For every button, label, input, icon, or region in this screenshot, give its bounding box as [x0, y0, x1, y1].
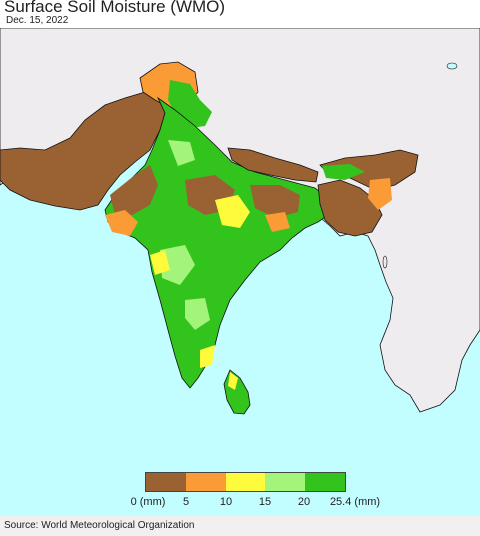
- patch-east-2: [265, 212, 290, 232]
- legend-tick-3: 15: [258, 496, 272, 508]
- patch-south: [185, 298, 210, 330]
- legend-tick-2: 10: [219, 496, 233, 508]
- soil-moisture-map: [0, 28, 480, 516]
- region-bangladesh: [317, 179, 383, 237]
- legend-swatch-1: [185, 473, 226, 491]
- patch-rajasthan: [110, 165, 158, 215]
- island-lake: [446, 62, 458, 70]
- legend-swatch-2: [225, 473, 266, 491]
- patch-east: [250, 185, 300, 218]
- legend-tick-0: 0 (mm): [130, 496, 166, 508]
- map-title: Surface Soil Moisture (WMO): [4, 0, 226, 16]
- patch-deccan-2: [150, 250, 170, 275]
- map-date: Dec. 15, 2022: [6, 15, 69, 26]
- legend-colorbar: [145, 472, 346, 492]
- legend-swatch-0: [146, 473, 186, 491]
- patch-south-2: [200, 345, 215, 368]
- legend-swatch-3: [265, 473, 306, 491]
- region-pakistan: [0, 91, 166, 211]
- patch-north-wet: [168, 140, 195, 166]
- legend-swatch-4: [305, 473, 345, 491]
- patch-gujarat: [105, 210, 138, 236]
- patch-northeast-wet: [322, 164, 365, 180]
- region-nepal: [227, 147, 319, 183]
- legend-tick-4: 20: [297, 496, 311, 508]
- legend-tick-5: 25.4 (mm): [329, 496, 381, 508]
- legend-tick-1: 5: [182, 496, 190, 508]
- patch-northeast-orange: [368, 178, 392, 210]
- patch-sri-lanka-dry: [228, 372, 238, 390]
- patch-central-2: [215, 195, 250, 228]
- patch-deccan: [160, 245, 195, 285]
- footer-bar: Source: World Meteorological Organizatio…: [0, 516, 480, 536]
- island-andaman: [382, 255, 388, 269]
- source-credit: Source: World Meteorological Organizatio…: [4, 520, 195, 531]
